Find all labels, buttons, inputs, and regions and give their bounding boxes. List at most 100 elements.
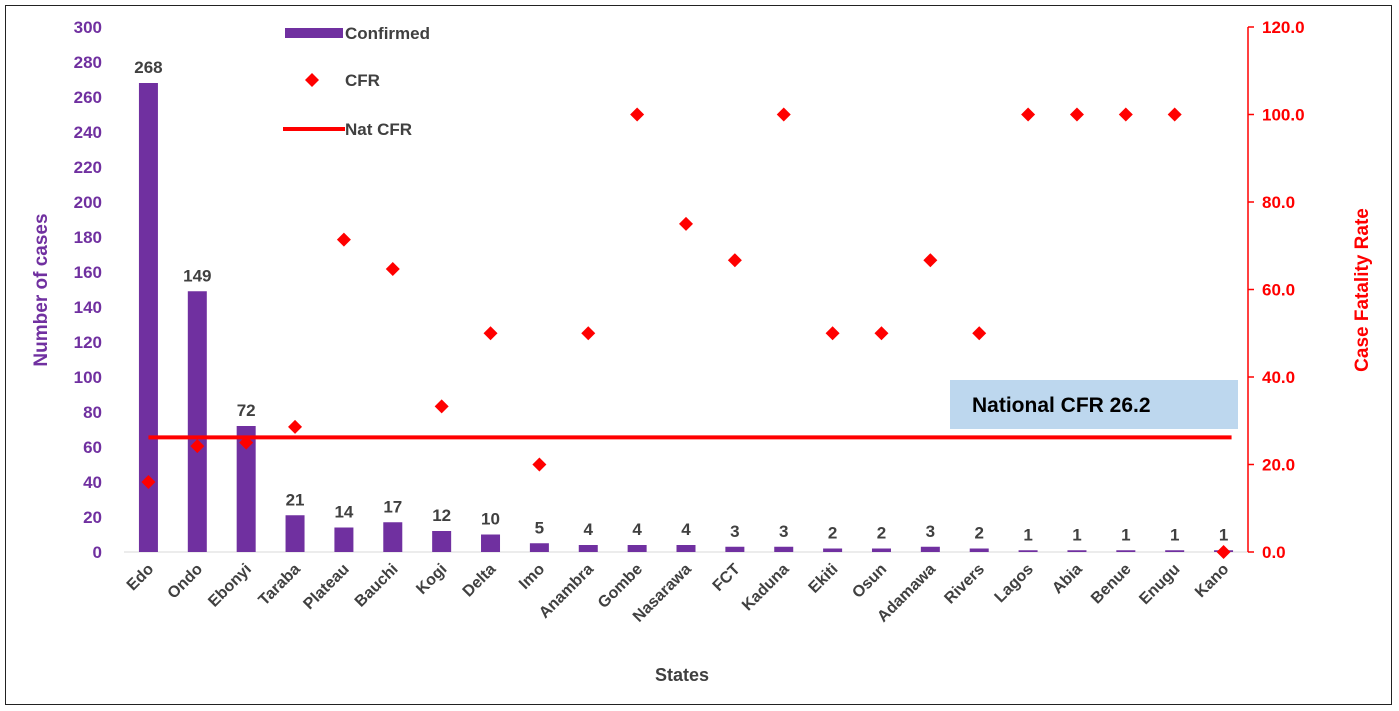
cfr-marker [972, 326, 987, 341]
bar-data-label: 3 [926, 522, 935, 541]
cfr-marker [336, 232, 351, 247]
bar-data-label: 2 [828, 524, 837, 543]
y-tick-label: 160 [74, 263, 102, 282]
category-label: Delta [460, 561, 500, 601]
legend-confirmed-swatch [285, 28, 343, 38]
left-axis-ticks: 0 20 40 60 80 100 120 140 160 180 200 220 240 260 280 3… [74, 18, 102, 562]
right-axis-ticks: 0.0 20.0 40.0 60.0 80.0 100.0 120.0 [1248, 18, 1305, 562]
cfr-marker [434, 399, 449, 414]
confirmed-bar [383, 522, 403, 552]
confirmed-bar [774, 546, 794, 552]
national-cfr-annotation: National CFR 26.2 [950, 380, 1238, 429]
cfr-marker [727, 253, 742, 268]
bar-data-label: 3 [779, 522, 788, 541]
y-tick-label: 20 [83, 508, 102, 527]
y-tick-label: 100 [74, 368, 102, 387]
y-tick-label: 220 [74, 158, 102, 177]
chart-frame [5, 5, 1392, 705]
category-label: Abia [1049, 561, 1086, 598]
category-label: Osun [849, 561, 890, 602]
category-label: Enugu [1136, 561, 1183, 608]
legend-cfr-swatch [305, 73, 319, 87]
cfr-marker [483, 326, 498, 341]
cfr-marker [1118, 107, 1133, 122]
confirmed-bar [823, 548, 843, 552]
confirmed-bar [1067, 550, 1087, 552]
bar-data-label: 3 [730, 522, 739, 541]
cfr-marker [141, 475, 156, 489]
bar-data-label: 17 [383, 497, 402, 516]
bar-data-label: 12 [432, 506, 451, 525]
bar-data-label: 149 [183, 266, 211, 285]
y2-tick-label: 100.0 [1262, 106, 1305, 125]
bar-data-label: 14 [334, 503, 353, 522]
confirmed-bar [627, 545, 647, 552]
y2-tick-label: 20.0 [1262, 456, 1295, 475]
bar-data-label: 10 [481, 510, 500, 529]
y2-axis-title: Case Fatality Rate [1352, 208, 1373, 372]
confirmed-bar [969, 548, 989, 552]
legend-natcfr-label: Nat CFR [345, 120, 412, 139]
annotation-box [950, 380, 1238, 429]
y-tick-label: 140 [74, 298, 102, 317]
category-label: Ekiti [806, 561, 842, 597]
confirmed-bar [529, 543, 549, 552]
cfr-marker [1167, 107, 1182, 122]
cfr-marker [630, 107, 645, 122]
confirmed-bar [1165, 550, 1185, 552]
confirmed-bar [1116, 550, 1136, 552]
y-axis-title: Number of cases [31, 213, 52, 366]
annotation-text: National CFR 26.2 [972, 394, 1151, 417]
y-tick-label: 80 [83, 403, 102, 422]
category-label: Rivers [941, 561, 988, 608]
cfr-marker [385, 261, 400, 276]
bar-data-label: 21 [286, 490, 305, 509]
confirmed-bar [1018, 550, 1038, 552]
y2-tick-label: 0.0 [1262, 543, 1286, 562]
bar-data-label: 5 [535, 518, 544, 537]
bar-data-label: 4 [632, 520, 642, 539]
y-tick-label: 280 [74, 53, 102, 72]
category-label: Benue [1088, 561, 1135, 608]
bar-data-label: 4 [681, 520, 691, 539]
legend-cfr-label: CFR [345, 71, 380, 90]
confirmed-bar [334, 527, 354, 552]
category-label: Ebonyi [205, 561, 255, 611]
y2-tick-label: 60.0 [1262, 281, 1295, 300]
y-tick-label: 260 [74, 88, 102, 107]
category-label: Imo [516, 561, 548, 593]
y2-tick-label: 80.0 [1262, 193, 1295, 212]
y2-tick-label: 120.0 [1262, 18, 1305, 37]
cfr-marker [239, 435, 254, 450]
bar-data-label: 2 [877, 524, 886, 543]
y-tick-label: 240 [74, 123, 102, 142]
confirmed-bar [871, 548, 891, 552]
category-label: Ondo [165, 561, 207, 603]
confirmed-bar [432, 531, 452, 552]
y-tick-label: 60 [83, 438, 102, 457]
y-tick-label: 180 [74, 228, 102, 247]
category-label: Plateau [300, 561, 352, 613]
confirmed-bar [187, 291, 207, 552]
bar-data-label: 1 [1219, 525, 1228, 544]
cfr-marker [1021, 107, 1036, 122]
cfr-marker [923, 253, 938, 268]
cfr-markers [141, 107, 1231, 559]
confirmed-bar [920, 546, 940, 552]
bar-data-label: 1 [1023, 525, 1032, 544]
category-label: Lagos [992, 561, 1037, 606]
cfr-marker [532, 457, 547, 472]
confirmed-bar [481, 534, 501, 552]
legend-confirmed-label: Confirmed [345, 24, 430, 43]
category-label: Bauchi [352, 561, 402, 611]
y-tick-label: 0 [93, 543, 102, 562]
bar-data-label: 1 [1072, 525, 1081, 544]
x-axis-title: States [655, 665, 709, 685]
category-label: Kaduna [739, 561, 793, 615]
y-tick-label: 40 [83, 473, 102, 492]
cfr-marker [874, 326, 889, 341]
bar-data-label: 268 [134, 58, 162, 77]
cfr-marker [288, 419, 303, 434]
